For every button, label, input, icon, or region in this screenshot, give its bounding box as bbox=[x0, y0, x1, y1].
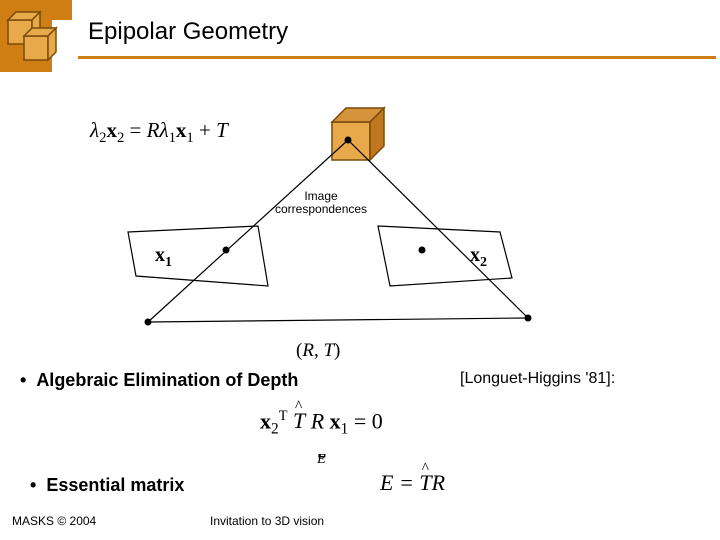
point-3d bbox=[345, 137, 352, 144]
baseline bbox=[148, 318, 528, 322]
bullet-algebraic: • Algebraic Elimination of Depth bbox=[20, 370, 298, 391]
camera-right bbox=[525, 315, 532, 322]
x2-label: x2 bbox=[470, 244, 487, 271]
slide: Epipolar Geometry λ2x2 = Rλ1x1 + T Image… bbox=[0, 0, 720, 540]
x1-label: x1 bbox=[155, 244, 172, 271]
camera-left bbox=[145, 319, 152, 326]
footer-title: Invitation to 3D vision bbox=[210, 514, 324, 528]
footer-copyright: MASKS © 2004 bbox=[12, 514, 96, 528]
ray-right bbox=[348, 140, 528, 318]
citation-longuet-higgins: [Longuet-Higgins '81]: bbox=[460, 370, 615, 388]
ray-left bbox=[148, 140, 348, 322]
correspondence-label: Imagecorrespondences bbox=[275, 190, 367, 216]
point-x2 bbox=[419, 247, 426, 254]
right-image-plane bbox=[378, 226, 512, 286]
bullet-essential-matrix: • Essential matrix bbox=[30, 475, 184, 496]
cube-icon bbox=[332, 108, 384, 160]
point-x1 bbox=[223, 247, 230, 254]
equation-essential-def: E = T^R bbox=[380, 470, 445, 496]
equation-essential-constraint: x2T T^ R x1 = 0 ⎵ E bbox=[260, 408, 383, 468]
rt-label: (R, T) bbox=[296, 340, 340, 362]
